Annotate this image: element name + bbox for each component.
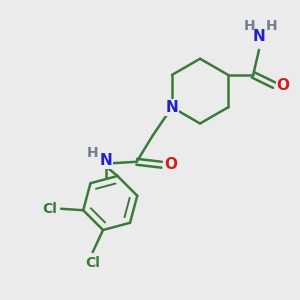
Text: H: H [266,19,277,33]
Text: Cl: Cl [85,256,100,270]
Text: H: H [244,19,255,33]
Text: N: N [166,100,178,115]
Text: Cl: Cl [43,202,57,216]
Text: N: N [99,153,112,168]
Text: H: H [87,146,98,160]
Text: O: O [164,157,177,172]
Text: N: N [253,29,266,44]
Text: O: O [277,78,290,93]
